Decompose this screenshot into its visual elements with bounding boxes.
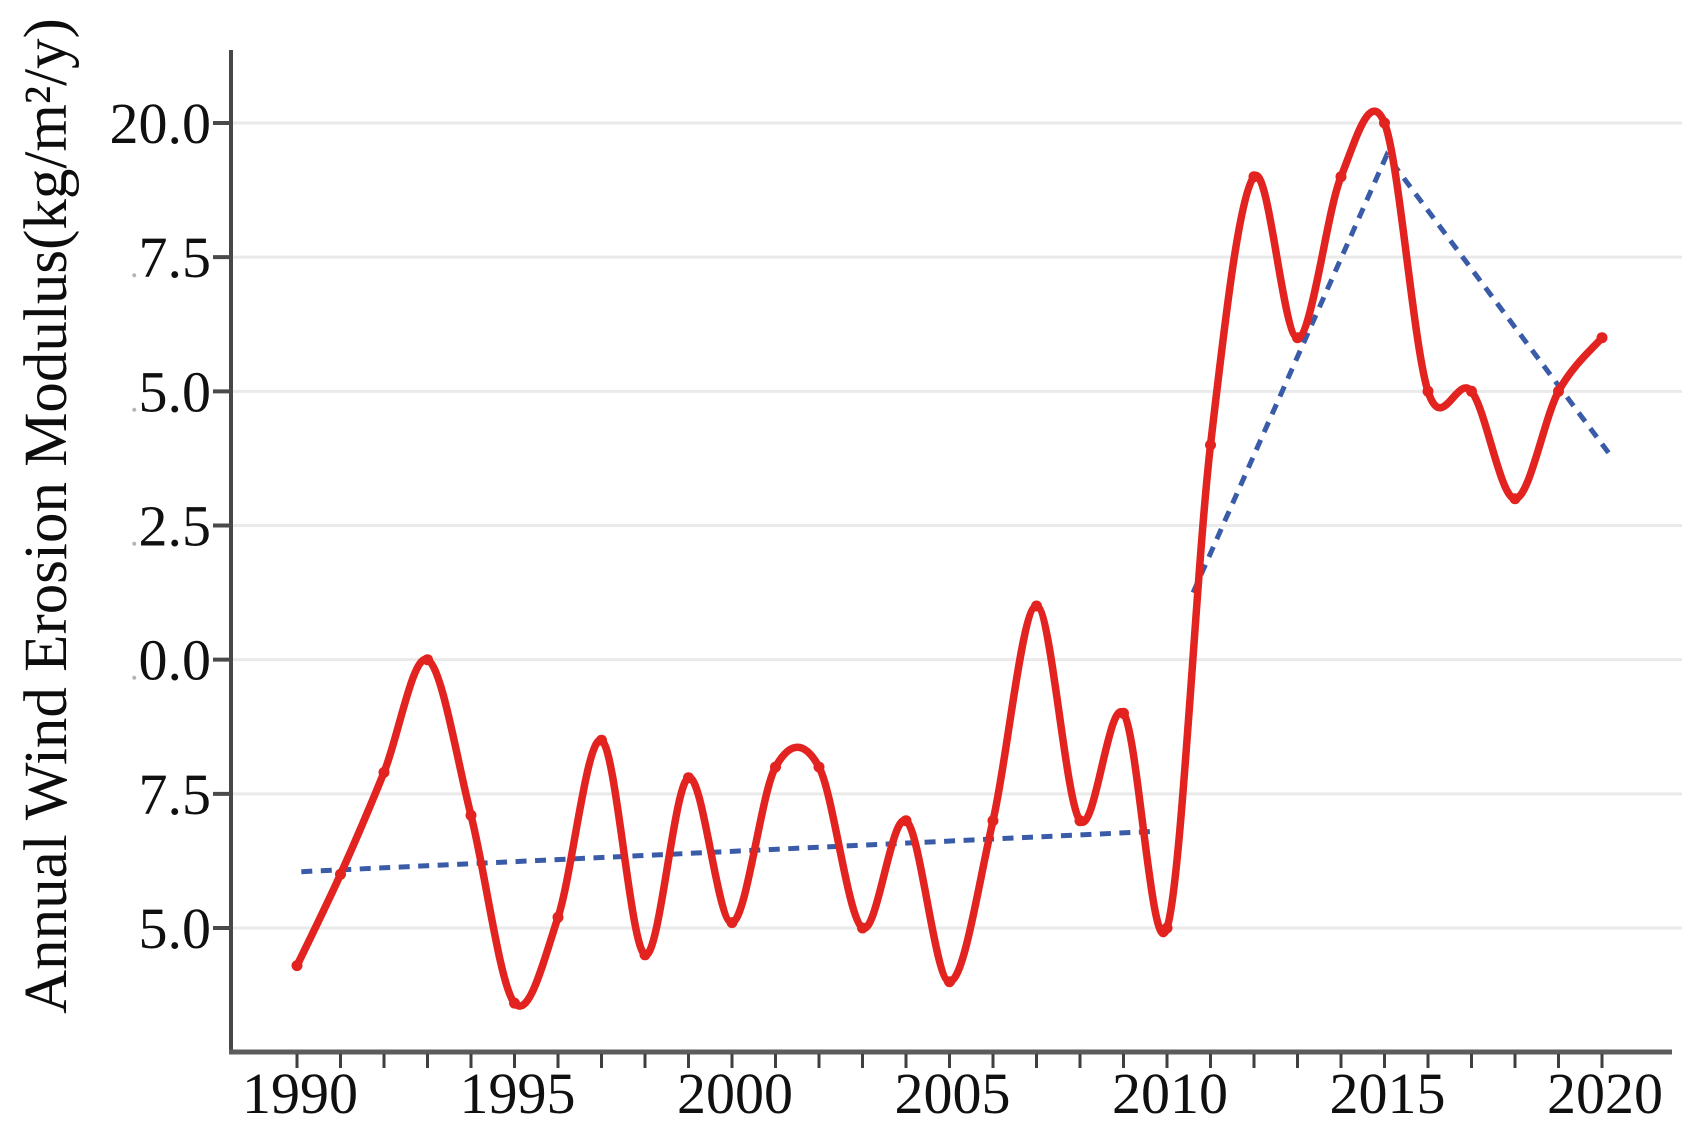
trend-2010-2020 <box>1190 150 1613 594</box>
y-tick-label: 7.5 <box>139 762 212 827</box>
data-series-layer <box>291 107 1608 1010</box>
data-point-marker <box>1031 600 1042 612</box>
data-point-marker <box>1379 117 1390 129</box>
data-point-marker <box>1553 385 1564 397</box>
data-point-marker <box>900 815 912 827</box>
y-tick-label: .2.5 <box>130 494 211 559</box>
data-point-marker <box>987 815 999 827</box>
data-point-marker <box>944 976 955 988</box>
data-point-marker <box>335 868 346 880</box>
data-point-marker <box>639 949 651 961</box>
y-tick-label: .0.0 <box>130 628 211 693</box>
gridlines-layer <box>233 121 1682 930</box>
y-tick-label: .7.5 <box>130 225 211 290</box>
y-tick-label: 20.0 <box>110 91 212 156</box>
data-point-marker <box>1248 171 1260 183</box>
x-tick-label: 2015 <box>1330 1061 1446 1126</box>
data-point-marker <box>378 766 390 778</box>
data-point-marker <box>1161 922 1173 934</box>
x-tick-label: 2020 <box>1547 1061 1663 1126</box>
data-point-marker <box>1596 332 1608 344</box>
data-point-marker <box>1205 439 1216 451</box>
data-point-marker <box>813 761 825 773</box>
data-point-marker <box>291 960 303 972</box>
data-point-marker <box>857 922 868 934</box>
x-tick-label: 1990 <box>242 1061 358 1126</box>
data-point-marker <box>552 911 564 923</box>
data-point-marker <box>1335 171 1347 183</box>
data-point-marker <box>1422 385 1434 397</box>
y-tick-label: 5.0 <box>139 896 212 961</box>
data-point-marker <box>1509 493 1521 505</box>
data-point-marker <box>465 809 477 821</box>
data-point-marker <box>1466 385 1477 397</box>
x-tick-label: 2000 <box>677 1061 793 1126</box>
data-point-marker <box>726 917 738 929</box>
data-point-marker <box>683 772 694 784</box>
x-tick-label: 1995 <box>460 1061 576 1126</box>
data-point-marker <box>509 997 520 1009</box>
trend-1990-2010 <box>301 828 1155 875</box>
x-tick-label: 2005 <box>895 1061 1011 1126</box>
data-point-marker <box>1074 815 1086 827</box>
axis-labels-layer: 20.0 .7.5 .5.0 .2.5 .0.0 7.5 5.0 1990 1995 2000 20… <box>110 91 1664 1126</box>
erosion-series-line <box>293 107 1606 1010</box>
y-axis-title: Annual Wind Erosion Modulus(kg/m²/y) <box>13 18 80 1014</box>
axes-layer <box>213 50 1672 1068</box>
data-point-marker <box>596 734 607 746</box>
x-tick-label: 2010 <box>1112 1061 1228 1126</box>
data-point-marker <box>1292 332 1303 344</box>
y-tick-label: .5.0 <box>130 359 211 424</box>
data-point-marker <box>770 761 781 773</box>
data-point-marker <box>1118 707 1129 719</box>
data-point-marker <box>422 654 433 666</box>
trend-lines-layer <box>301 150 1613 875</box>
